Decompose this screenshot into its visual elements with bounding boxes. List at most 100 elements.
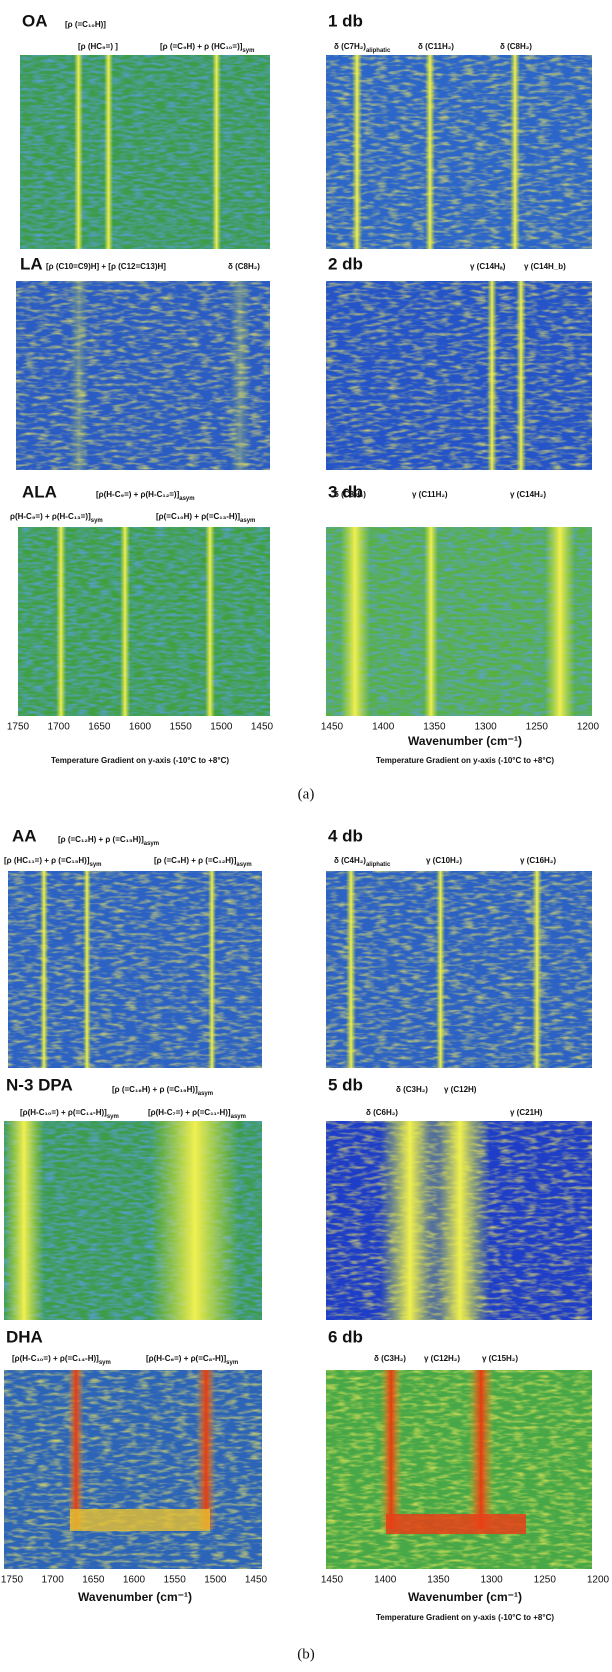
heatmap-band [212, 55, 221, 249]
heatmap-noise [18, 527, 270, 716]
annotation: [ρ (HC₉=) ] [78, 42, 118, 51]
x-tick-label: 1400 [374, 1575, 397, 1586]
annotation-text: δ (C7H₂) [334, 42, 366, 51]
annotation-subscript: sym [107, 1114, 119, 1120]
heatmap-band [532, 871, 542, 1068]
heatmap [326, 1121, 592, 1320]
annotation: [ρ(=C₁₀H) + ρ(=C₁₃-H)]asym [156, 512, 255, 523]
annotation-text: γ (C14H_b) [524, 262, 566, 271]
heatmap-noise [326, 55, 592, 249]
heatmap [326, 527, 592, 716]
annotation-subscript: sym [91, 518, 103, 524]
annotation-subscript: sym [226, 1360, 238, 1366]
caption: (b) [297, 1646, 315, 1662]
heatmap [8, 871, 262, 1068]
heatmap-noise [16, 281, 270, 470]
x-tick-label: 1250 [534, 1575, 557, 1586]
heatmap-band [468, 1370, 494, 1529]
heatmap-noise [4, 1370, 262, 1569]
annotation-text: [ρ(=C₁₀H) + ρ(=C₁₃-H)] [156, 512, 240, 521]
heatmap [4, 1370, 262, 1569]
annotation: γ (C12H₂) [424, 1354, 460, 1363]
annotation-text: γ (C10H₂) [426, 856, 462, 865]
annotation: γ (C14H_b) [524, 262, 566, 271]
x-tick-label: 1350 [427, 1575, 450, 1586]
heatmap [18, 527, 270, 716]
heatmap-band [196, 1370, 216, 1529]
heatmap-noise [326, 871, 592, 1068]
heatmap-band [436, 871, 445, 1068]
x-tick-label: 1750 [1, 1575, 24, 1586]
heatmap-band [510, 55, 520, 249]
annotation-text: [ρ(H-C₇=) + ρ(=C₁₁-H)] [148, 1108, 231, 1117]
x-tick-label: 1550 [170, 722, 193, 733]
panel-title: OA [22, 11, 48, 30]
annotation-subscript: sym [242, 48, 254, 54]
heatmap-band [104, 55, 113, 249]
axis-note: Temperature Gradient on y-axis (-10°C to… [376, 1613, 554, 1622]
annotation: [ρ(H-C₁₀=) + ρ(=C₁₄-H)]sym [12, 1354, 111, 1365]
annotation-subscript: sym [99, 1360, 111, 1366]
annotation-text: [ρ (=C₉H) + ρ (=C₁₂H)] [154, 856, 237, 865]
annotation: δ (C8H₂) [334, 490, 366, 499]
heatmap [16, 281, 270, 470]
annotation-text: [ρ(H-C₉=) + ρ(H-C₁₂=)] [96, 490, 180, 499]
annotation-text: γ (C14H₂) [510, 490, 546, 499]
annotation-subscript: asym [240, 518, 255, 524]
panel-title: 5 db [328, 1075, 363, 1094]
annotation: [ρ(H-C₆=) + ρ(=C₈-H)]sym [146, 1354, 238, 1365]
heatmap-band [150, 1121, 240, 1320]
x-tick-label: 1500 [204, 1575, 227, 1586]
heatmap [326, 281, 592, 470]
annotation-text: δ (C8H₂) [228, 262, 260, 271]
annotation: γ (C12H) [444, 1085, 477, 1094]
annotation: γ (C16H₂) [520, 856, 556, 865]
panel-title: AA [12, 826, 37, 845]
axis-label: Wavenumber (cm⁻¹) [408, 1590, 522, 1604]
annotation-subscript: sym [90, 862, 102, 868]
annotation-text: δ (C6H₂) [366, 1108, 398, 1117]
annotation-text: [ρ (C10=C9)H] + [ρ (C12=C13)H] [46, 262, 166, 271]
annotation-text: γ (C14Hₐ) [470, 262, 506, 271]
annotation-text: γ (C16H₂) [520, 856, 556, 865]
annotation-text: γ (C12H) [444, 1085, 477, 1094]
panel-title: 2 db [328, 254, 363, 273]
axis-note: Temperature Gradient on y-axis (-10°C to… [376, 756, 554, 765]
x-tick-label: 1600 [129, 722, 152, 733]
x-tick-label: 1700 [42, 1575, 65, 1586]
annotation-subscript: asym [236, 862, 251, 868]
annotation-text: δ (C3H₂) [374, 1354, 406, 1363]
x-tick-label: 1450 [321, 722, 344, 733]
x-tick-label: 1450 [251, 722, 274, 733]
panel-title: 3 db [328, 482, 363, 501]
x-tick-label: 1350 [423, 722, 446, 733]
panel-title: 1 db [328, 11, 363, 30]
x-tick-label: 1650 [82, 1575, 105, 1586]
heatmap-noise [8, 871, 262, 1068]
heatmap-noise [20, 55, 270, 249]
annotation-text: [ρ (=C₁₂H) + ρ (=C₁₅H)] [58, 835, 144, 844]
annotation-text: [ρ (HC₉=) ] [78, 42, 118, 51]
heatmap-band [230, 281, 250, 470]
heatmap-band [487, 281, 497, 470]
heatmap-band [120, 527, 130, 716]
annotation: [ρ (=C₁₀H)] [65, 20, 106, 29]
annotation: γ (C10H₂) [426, 856, 462, 865]
heatmap-band [208, 871, 216, 1068]
annotation-text: [ρ (HC₁₁=) + ρ (=C₁₅H)] [4, 856, 90, 865]
annotation-text: γ (C12H₂) [424, 1354, 460, 1363]
x-tick-label: 1750 [7, 722, 30, 733]
annotation: δ (C7H₂)aliphatic [334, 42, 391, 53]
panel-title: DHA [6, 1327, 43, 1346]
annotation: δ (C8H₂) [500, 42, 532, 51]
x-tick-label: 1400 [372, 722, 395, 733]
heatmap-band [352, 55, 362, 249]
heatmap-band [70, 1509, 210, 1531]
annotation: [ρ (=C₁₆H) + ρ (=C₁₉H)]asym [112, 1085, 213, 1096]
annotation: [ρ (=C₉H) + ρ (HC₁₀=)]sym [160, 42, 254, 53]
panel-title: LA [20, 254, 43, 273]
annotation-subscript: aliphatic [366, 48, 391, 54]
heatmap-band [74, 55, 83, 249]
heatmap-noise [326, 281, 592, 470]
